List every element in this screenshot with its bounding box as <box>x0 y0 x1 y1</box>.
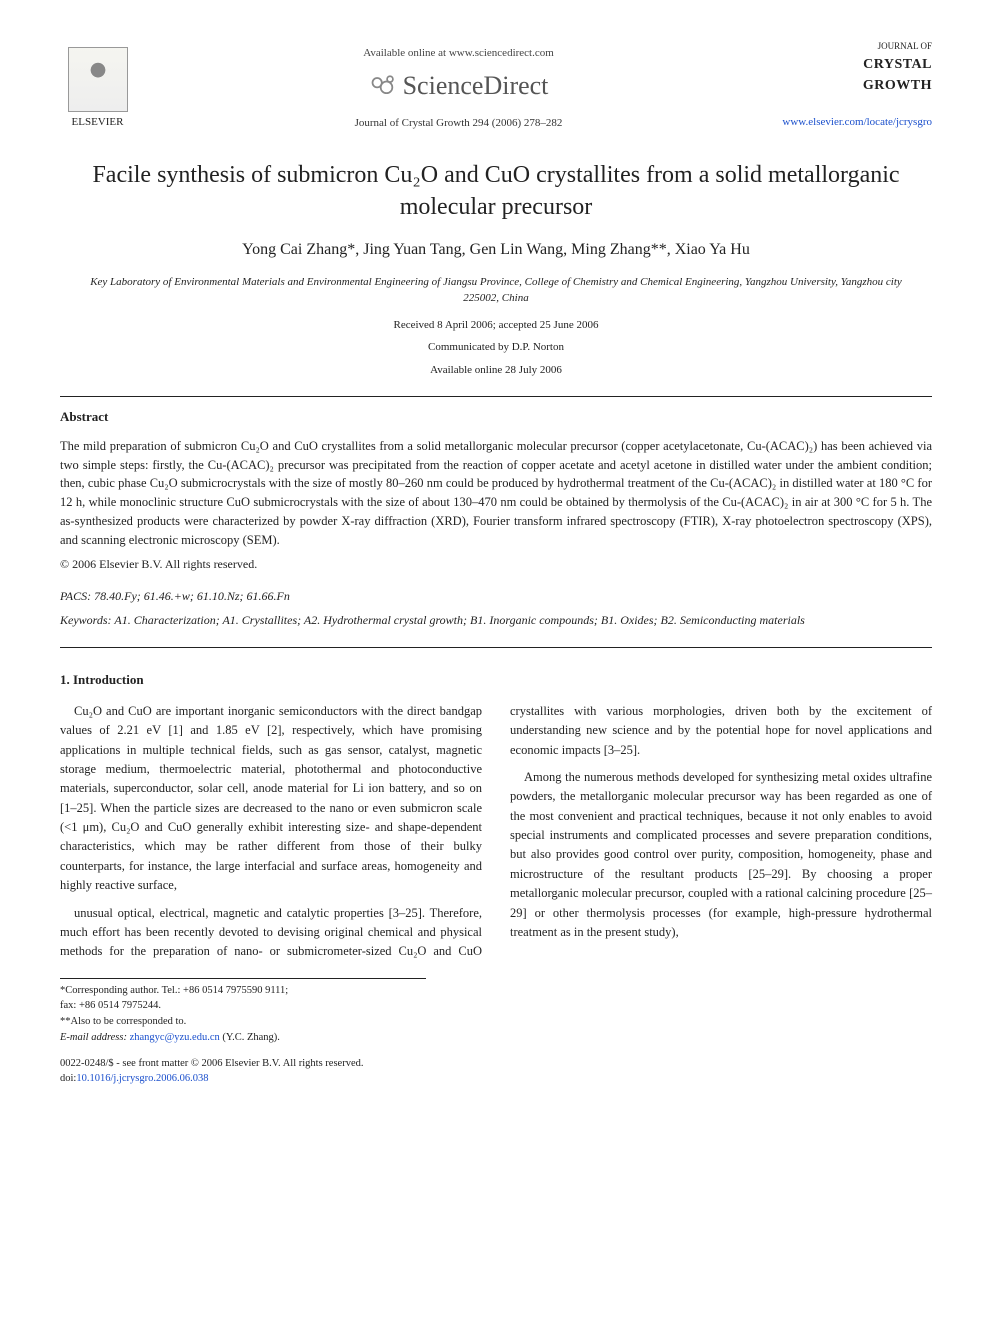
journal-logo-small: JOURNAL OF <box>782 40 932 54</box>
intro-para-3: Among the numerous methods developed for… <box>510 768 932 942</box>
available-online-text: Available online at www.sciencedirect.co… <box>135 45 782 62</box>
abstract-text: The mild preparation of submicron Cu₂O a… <box>60 437 932 550</box>
footer-left: 0022-0248/$ - see front matter © 2006 El… <box>60 1056 363 1088</box>
corresponding-author-1: *Corresponding author. Tel.: +86 0514 79… <box>60 983 426 999</box>
page-header: ELSEVIER Available online at www.science… <box>60 40 932 131</box>
keywords-label: Keywords: <box>60 613 112 627</box>
section-1-heading: 1. Introduction <box>60 670 932 690</box>
online-date: Available online 28 July 2006 <box>60 362 932 379</box>
pacs-label: PACS: <box>60 589 91 603</box>
communicated-by: Communicated by D.P. Norton <box>60 339 932 356</box>
sciencedirect-logo: ScienceDirect <box>369 66 549 105</box>
email-line: E-mail address: zhangyc@yzu.edu.cn (Y.C.… <box>60 1030 426 1046</box>
intro-para-1: Cu₂O and CuO are important inorganic sem… <box>60 702 482 896</box>
pacs-values: 78.40.Fy; 61.46.+w; 61.10.Nz; 61.66.Fn <box>94 589 290 603</box>
corresponding-author-2: **Also to be corresponded to. <box>60 1014 426 1030</box>
abstract-heading: Abstract <box>60 407 932 427</box>
divider-bottom <box>60 647 932 648</box>
abstract-copyright: © 2006 Elsevier B.V. All rights reserved… <box>60 555 932 573</box>
divider-top <box>60 396 932 397</box>
journal-homepage-link[interactable]: www.elsevier.com/locate/jcrysgro <box>782 114 932 131</box>
front-matter: 0022-0248/$ - see front matter © 2006 El… <box>60 1056 363 1072</box>
doi-link[interactable]: 10.1016/j.jcrysgro.2006.06.038 <box>76 1073 208 1084</box>
keywords-values: A1. Characterization; A1. Crystallites; … <box>114 613 804 627</box>
journal-reference: Journal of Crystal Growth 294 (2006) 278… <box>135 115 782 132</box>
received-date: Received 8 April 2006; accepted 25 June … <box>60 317 932 334</box>
email-label: E-mail address: <box>60 1032 127 1043</box>
keywords-line: Keywords: A1. Characterization; A1. Crys… <box>60 611 932 629</box>
article-title: Facile synthesis of submicron Cu₂O and C… <box>60 159 932 224</box>
journal-logo-line1: CRYSTAL <box>782 54 932 75</box>
email-link[interactable]: zhangyc@yzu.edu.cn <box>130 1032 220 1043</box>
doi-line: doi:10.1016/j.jcrysgro.2006.06.038 <box>60 1071 363 1087</box>
elsevier-tree-icon <box>68 47 128 112</box>
email-person: (Y.C. Zhang). <box>222 1032 280 1043</box>
pacs-line: PACS: 78.40.Fy; 61.46.+w; 61.10.Nz; 61.6… <box>60 587 932 605</box>
intro-body: Cu₂O and CuO are important inorganic sem… <box>60 702 932 962</box>
page-footer: 0022-0248/$ - see front matter © 2006 El… <box>60 1056 932 1088</box>
elsevier-logo: ELSEVIER <box>60 40 135 130</box>
footnotes: *Corresponding author. Tel.: +86 0514 79… <box>60 978 426 1046</box>
corresponding-fax: fax: +86 0514 7975244. <box>60 998 426 1014</box>
journal-logo-line2: GROWTH <box>782 75 932 96</box>
sciencedirect-text: ScienceDirect <box>403 66 549 105</box>
elsevier-label: ELSEVIER <box>72 114 124 131</box>
authors-line: Yong Cai Zhang*, Jing Yuan Tang, Gen Lin… <box>60 238 932 262</box>
affiliation: Key Laboratory of Environmental Material… <box>60 274 932 307</box>
header-center: Available online at www.sciencedirect.co… <box>135 40 782 131</box>
journal-logo: JOURNAL OF CRYSTAL GROWTH www.elsevier.c… <box>782 40 932 130</box>
doi-label: doi: <box>60 1073 76 1084</box>
sciencedirect-icon <box>369 71 397 99</box>
